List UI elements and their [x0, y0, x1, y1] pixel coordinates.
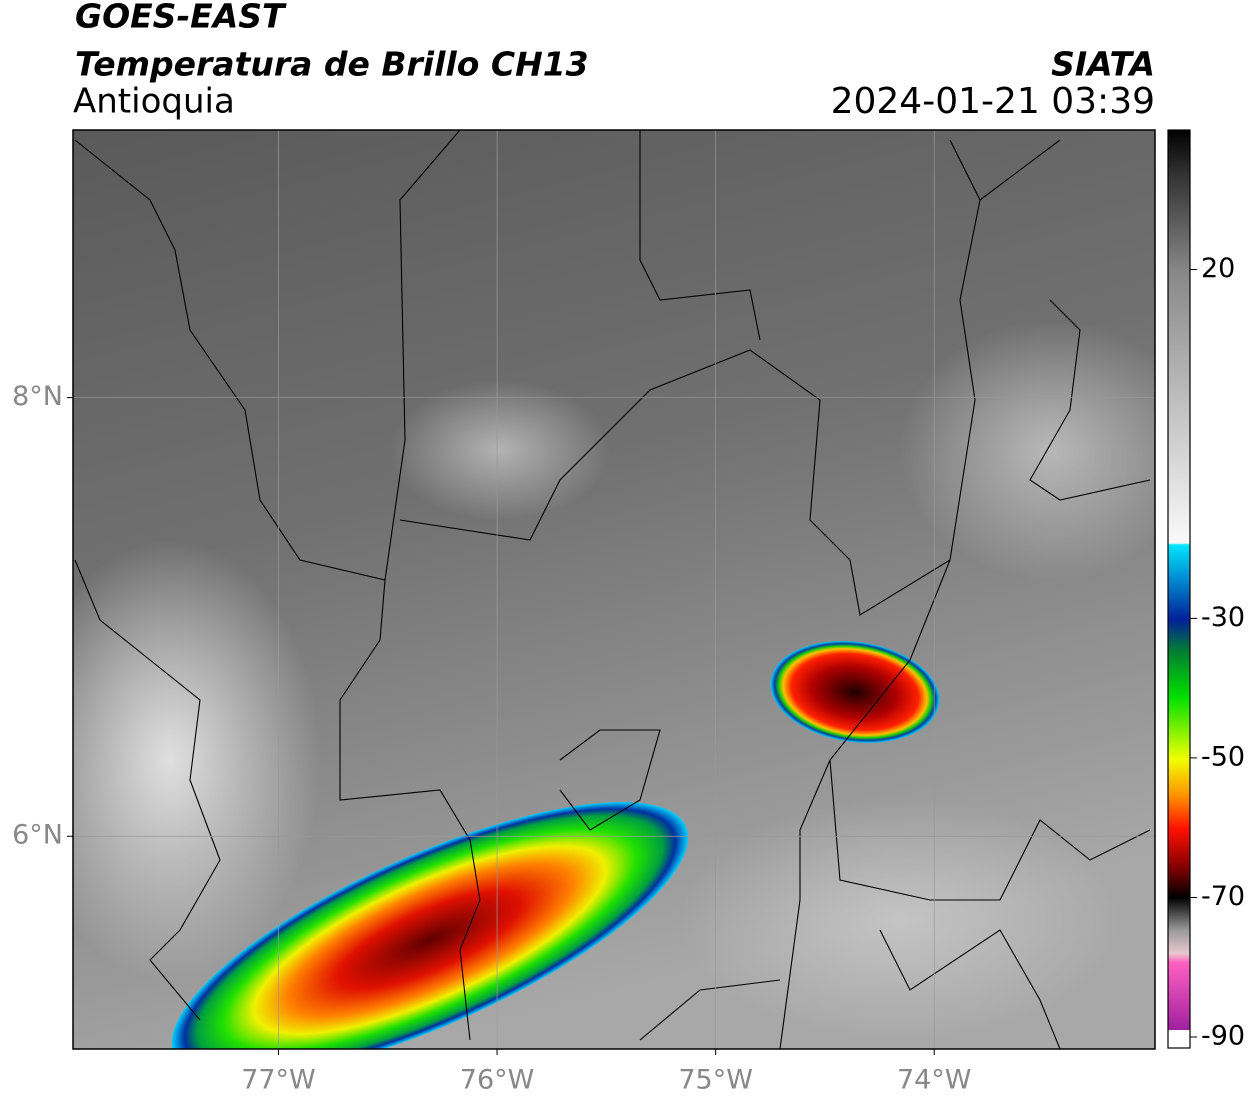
colorbar-tick-label: -30	[1201, 602, 1245, 633]
map-frame	[72, 129, 1156, 1050]
boundary	[399, 130, 981, 616]
subtitle: Temperatura de Brillo CH13	[75, 45, 589, 84]
colorbar-frame	[1167, 129, 1191, 1049]
x-tick-label: 77°W	[241, 1065, 316, 1096]
colorbar-tick-label: -50	[1201, 741, 1245, 772]
source: SIATA	[1051, 45, 1155, 84]
datetime: 2024-01-21 03:39	[831, 81, 1155, 122]
cloud	[900, 320, 1155, 580]
x-tick-label: 75°W	[678, 1065, 753, 1096]
colorbar-tick-label: -70	[1201, 881, 1245, 912]
colorbar-tick-label: -90	[1201, 1021, 1245, 1052]
cloud	[680, 800, 1120, 1040]
colorbar-tick-label: 20	[1201, 253, 1235, 284]
boundary	[74, 130, 481, 1041]
coastline	[74, 559, 221, 1021]
cloud	[390, 380, 610, 520]
storm	[171, 802, 689, 1049]
storm	[770, 641, 940, 743]
colorbar	[1168, 130, 1190, 1030]
boundary	[779, 139, 1151, 1049]
region: Antioquia	[73, 82, 235, 122]
map	[73, 130, 1155, 1049]
x-tick-label: 76°W	[460, 1065, 535, 1096]
y-tick-label: 8°N	[12, 381, 63, 412]
colorbar-extension	[1168, 1030, 1190, 1048]
boundary	[559, 729, 1061, 1049]
title: GOES-EAST	[75, 0, 287, 36]
y-tick-label: 6°N	[12, 820, 63, 851]
x-tick-label: 74°W	[897, 1065, 972, 1096]
cloud	[73, 540, 320, 980]
